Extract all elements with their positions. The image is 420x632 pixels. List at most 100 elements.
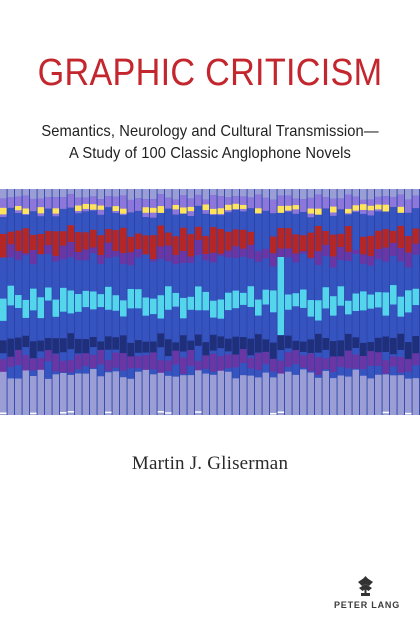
artwork-yellow-band xyxy=(82,203,90,209)
artwork-red-band xyxy=(195,226,202,241)
artwork-top-band xyxy=(202,187,210,200)
artwork-purple-band xyxy=(300,355,307,368)
artwork-top-band xyxy=(337,187,345,199)
artwork-cyan-band xyxy=(97,294,105,308)
artwork-purple-band xyxy=(135,249,142,262)
artwork-red-band xyxy=(217,229,225,254)
artwork-dark-band xyxy=(285,335,292,349)
artwork-red-band xyxy=(37,234,45,257)
artwork-cyan-band xyxy=(345,300,352,315)
artwork-purple-band xyxy=(7,356,15,368)
subtitle-line-2: A Study of 100 Classic Anglophone Novels xyxy=(69,145,351,162)
artwork-red-band xyxy=(270,236,277,254)
artwork-bottom-rule xyxy=(0,415,420,417)
artwork-lavender-band xyxy=(37,369,45,417)
artwork-band xyxy=(75,197,82,214)
artwork-band xyxy=(322,196,330,209)
artwork-cyan-band xyxy=(22,299,30,318)
artwork-red-band xyxy=(112,230,120,252)
artwork-yellow-band xyxy=(210,208,217,215)
artwork-band xyxy=(375,196,382,212)
artwork-dark-band xyxy=(165,339,172,357)
artwork-blue-band xyxy=(172,265,180,299)
artwork-purple-band xyxy=(322,358,330,370)
artwork-yellow-band xyxy=(157,206,165,213)
artwork-purple-band xyxy=(82,353,90,367)
artwork-purple-band xyxy=(67,359,75,373)
artwork-blue-band xyxy=(397,262,405,288)
artwork-yellow-band xyxy=(150,207,157,213)
artwork-blue-band xyxy=(202,260,210,294)
artwork-lavender-band xyxy=(82,373,90,417)
cover-artwork xyxy=(0,187,420,417)
artwork-red-band xyxy=(412,228,420,244)
artwork-purple-band xyxy=(60,360,67,373)
artwork-purple-band xyxy=(232,246,240,259)
artwork-purple-band xyxy=(307,353,315,372)
artwork-yellow-band xyxy=(382,204,390,212)
artwork-dark-band xyxy=(82,339,90,354)
artwork-red-band xyxy=(7,231,15,245)
artwork-blue-band xyxy=(375,262,382,292)
artwork-red-band xyxy=(405,235,412,253)
artwork-purple-band xyxy=(135,356,142,369)
artwork-lavender-band xyxy=(22,370,30,417)
artwork-red-band xyxy=(127,236,135,253)
artwork-band xyxy=(232,196,240,210)
artwork-cyan-band xyxy=(135,289,142,309)
artwork-red-band xyxy=(202,235,210,254)
artwork-cyan-band xyxy=(375,292,382,308)
artwork-dark-band xyxy=(390,337,397,355)
artwork-blue-band xyxy=(30,264,37,297)
artwork-cyan-band xyxy=(270,290,277,313)
artwork-lavender-band xyxy=(412,378,420,417)
artwork-lavender-band xyxy=(405,378,412,417)
artwork-purple-band xyxy=(397,248,405,262)
artwork-purple-band xyxy=(375,249,382,260)
artwork-dark-band xyxy=(232,336,240,357)
artwork-yellow-band xyxy=(52,208,60,214)
artwork-blue-band xyxy=(367,268,375,302)
artwork-yellow-band xyxy=(255,208,262,214)
artwork-red-band xyxy=(300,235,307,252)
artwork-purple-band xyxy=(165,245,172,262)
artwork-red-band xyxy=(172,236,180,256)
artwork-lavender-band xyxy=(202,373,210,417)
artwork-blue-band xyxy=(52,261,60,291)
artwork-cyan-band xyxy=(157,295,165,319)
artwork-band xyxy=(30,198,37,212)
artwork-top-band xyxy=(232,187,240,197)
artwork-cyan-band xyxy=(277,257,285,335)
artwork-purple-band xyxy=(322,244,330,260)
artwork-lavender-band xyxy=(322,370,330,417)
artwork-band xyxy=(307,197,315,218)
artwork-purple-band xyxy=(157,246,165,262)
artwork-top-band xyxy=(225,187,232,198)
artwork-dark-band xyxy=(105,336,112,350)
artwork-dark-band xyxy=(255,334,262,353)
artwork-dark-band xyxy=(405,342,412,362)
artwork-blue-band xyxy=(195,255,202,281)
artwork-cyan-band xyxy=(180,297,187,319)
book-subtitle: Semantics, Neurology and Cultural Transm… xyxy=(17,121,403,165)
artwork-purple-band xyxy=(255,251,262,262)
artwork-purple-band xyxy=(330,256,337,270)
artwork-dark-band xyxy=(187,340,195,357)
artwork-purple-band xyxy=(270,253,277,268)
artwork-cyan-band xyxy=(262,289,270,305)
artwork-yellow-band xyxy=(292,205,300,210)
artwork-purple-band xyxy=(75,252,82,264)
artwork-lavender-band xyxy=(52,374,60,417)
artwork-purple-band xyxy=(90,354,97,369)
artwork-band xyxy=(315,194,322,215)
artwork-band xyxy=(262,197,270,211)
artwork-top-band xyxy=(292,187,300,199)
artwork-cyan-band xyxy=(202,291,210,311)
artwork-purple-band xyxy=(412,353,420,366)
artwork-lavender-band xyxy=(150,374,157,417)
artwork-cyan-band xyxy=(7,285,15,306)
artwork-blue-band xyxy=(240,262,247,291)
artwork-top-band xyxy=(277,187,285,196)
artwork-blue-band xyxy=(157,259,165,284)
artwork-purple-band xyxy=(30,358,37,371)
